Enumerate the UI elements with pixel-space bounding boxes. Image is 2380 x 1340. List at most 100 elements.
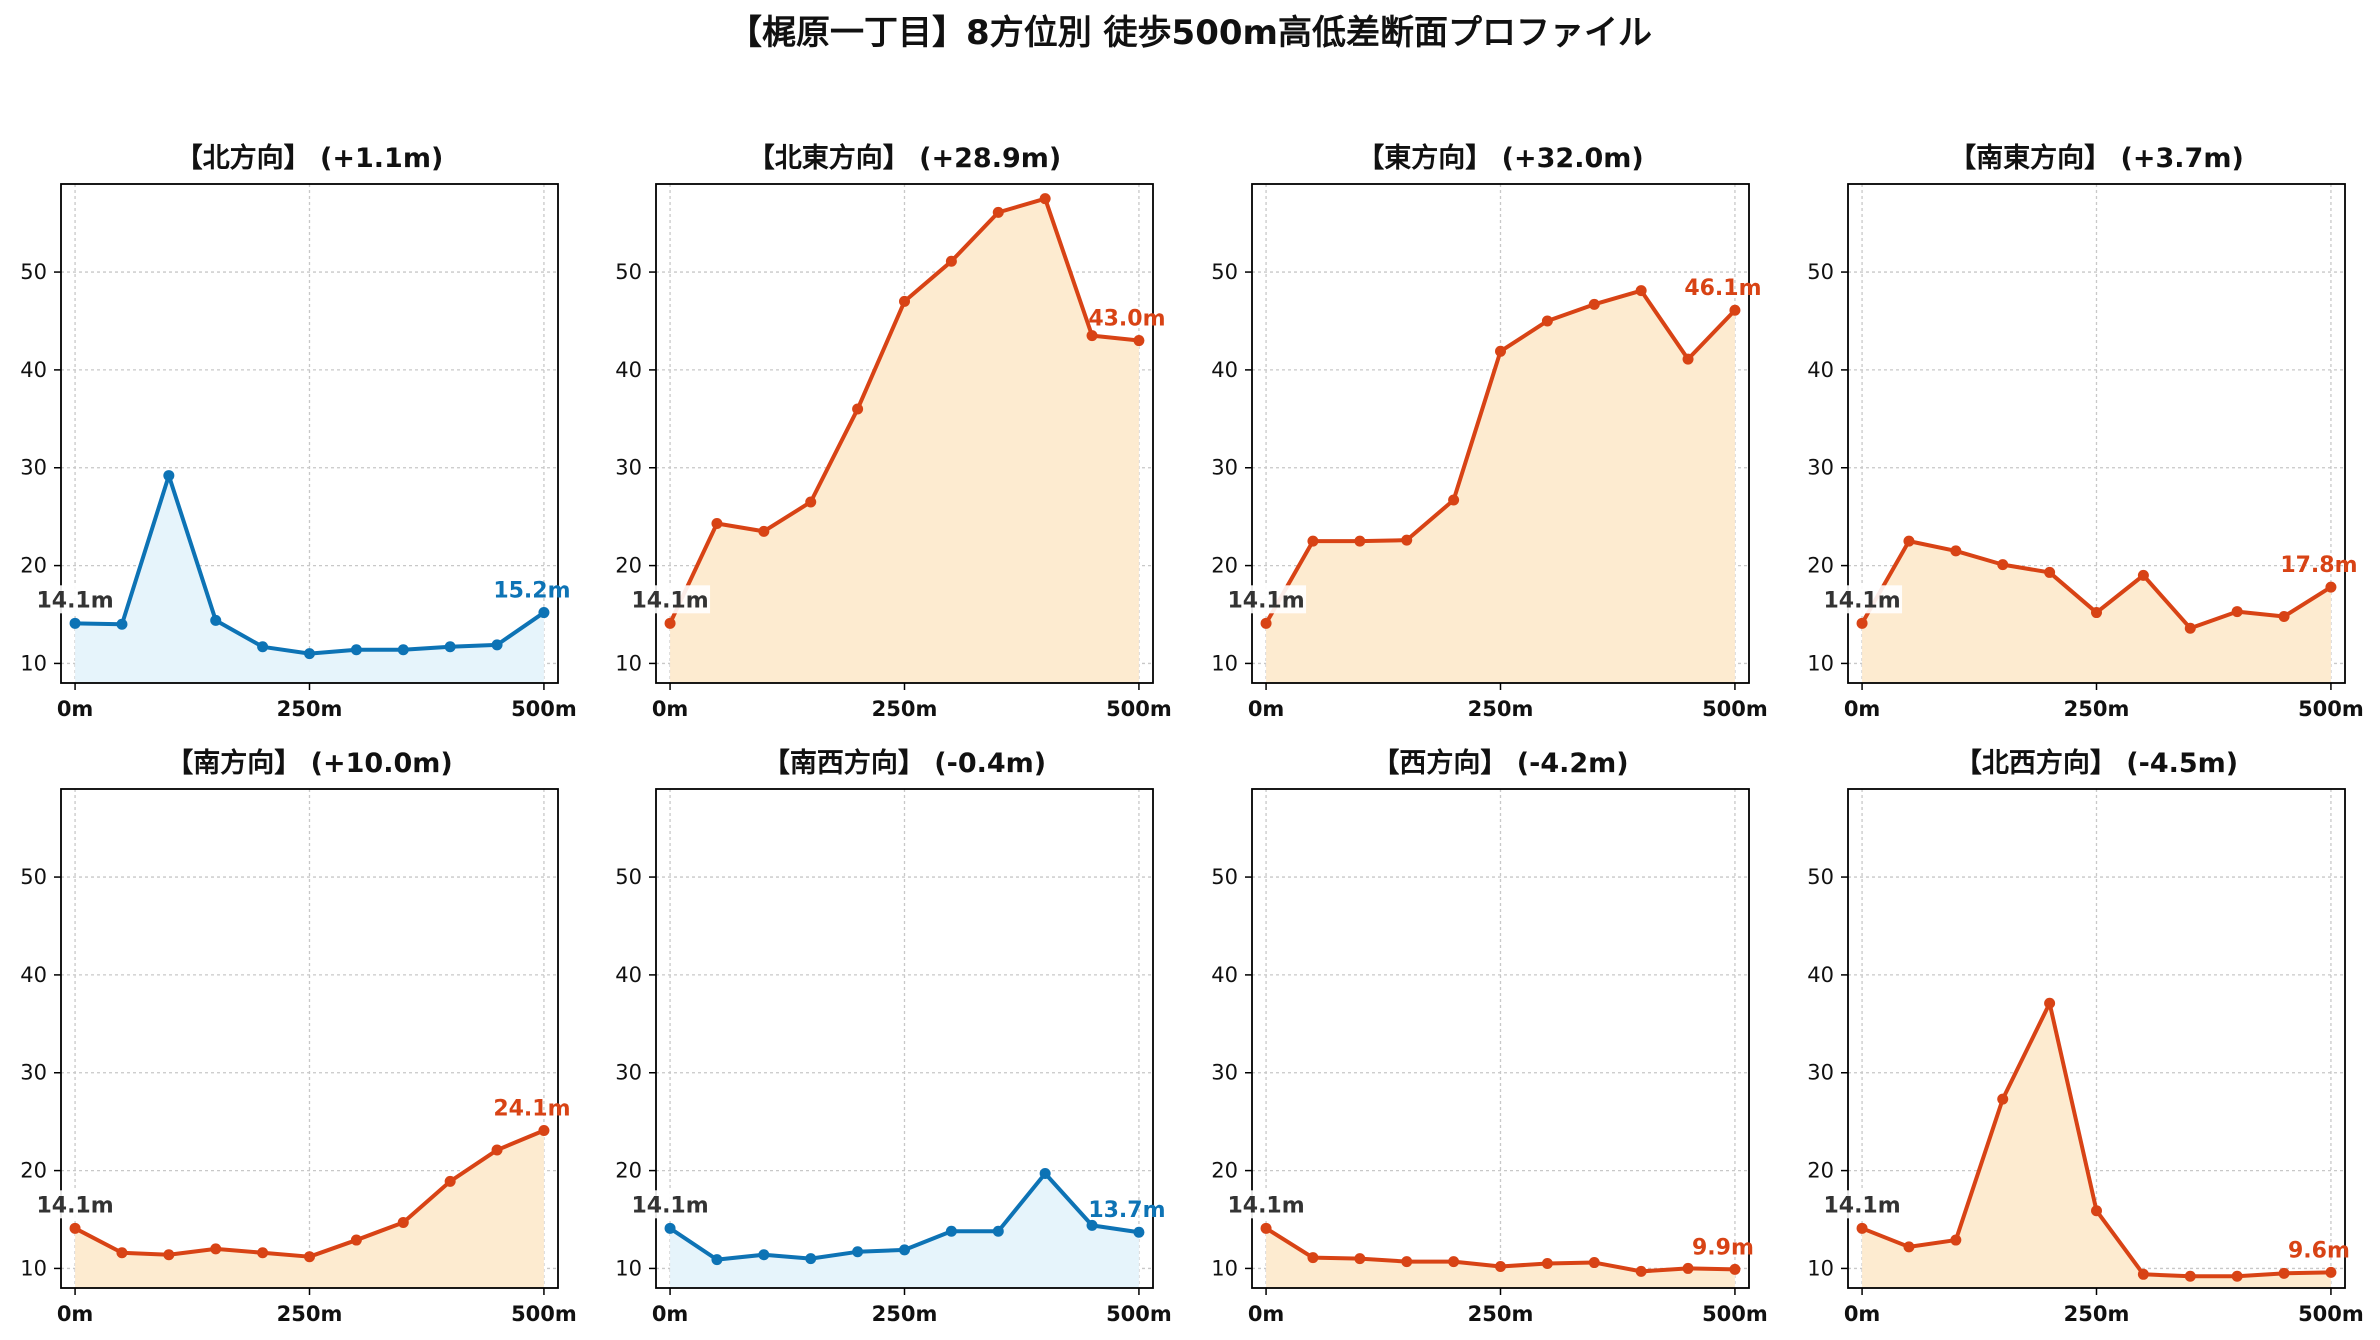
start-elevation-label: 14.1m	[1823, 588, 1900, 613]
data-point	[2137, 569, 2149, 581]
x-tick-label: 0m	[1844, 1302, 1881, 1326]
data-point	[664, 617, 676, 629]
data-point	[992, 1225, 1004, 1237]
data-point	[1448, 494, 1460, 506]
y-tick-label: 20	[20, 554, 47, 578]
data-point	[664, 1222, 676, 1234]
data-point	[1588, 298, 1600, 310]
data-point	[1354, 535, 1366, 547]
y-tick-label: 20	[1807, 1159, 1834, 1183]
start-elevation-label: 14.1m	[36, 588, 113, 613]
x-tick-label: 250m	[1468, 697, 1534, 721]
data-point	[2044, 566, 2056, 578]
data-point	[1541, 315, 1553, 327]
data-point	[1495, 345, 1506, 357]
data-point	[2278, 1267, 2290, 1279]
data-point	[1903, 1241, 1915, 1253]
x-tick-label: 250m	[2064, 697, 2130, 721]
start-label-bg	[1226, 585, 1307, 614]
y-tick-label: 50	[615, 260, 642, 284]
y-tick-label: 50	[1211, 260, 1238, 284]
data-point	[210, 614, 222, 626]
y-tick-label: 50	[20, 865, 47, 889]
data-point	[1541, 1258, 1553, 1270]
x-tick-label: 250m	[277, 697, 343, 721]
data-point	[2184, 622, 2196, 634]
y-tick-label: 10	[20, 1256, 47, 1280]
y-tick-label: 30	[1211, 1061, 1238, 1085]
data-point	[397, 644, 409, 656]
start-label-bg	[1822, 1190, 1903, 1219]
y-tick-label: 20	[1211, 1159, 1238, 1183]
y-tick-label: 50	[1211, 865, 1238, 889]
y-tick-label: 50	[615, 865, 642, 889]
data-point	[2091, 607, 2102, 619]
data-point	[1950, 545, 1962, 557]
x-tick-label: 500m	[1106, 1302, 1172, 1326]
data-point	[1495, 1260, 1506, 1272]
y-tick-label: 40	[1807, 358, 1834, 382]
data-point	[2137, 1268, 2149, 1280]
data-point	[210, 1243, 222, 1255]
data-point	[2278, 610, 2290, 622]
data-point	[538, 607, 550, 619]
x-tick-label: 250m	[1468, 1302, 1534, 1326]
data-point	[899, 295, 910, 307]
start-elevation-label: 14.1m	[1823, 1193, 1900, 1218]
start-label-bg	[630, 585, 711, 614]
y-tick-label: 40	[1807, 963, 1834, 987]
y-tick-label: 50	[1807, 865, 1834, 889]
data-point	[69, 617, 81, 629]
data-point	[1039, 193, 1051, 205]
x-tick-label: 250m	[872, 1302, 938, 1326]
start-label-bg	[1226, 1190, 1307, 1219]
y-tick-label: 20	[615, 1159, 642, 1183]
y-tick-label: 10	[1211, 1256, 1238, 1280]
y-tick-label: 50	[1807, 260, 1834, 284]
y-tick-label: 40	[615, 963, 642, 987]
data-point	[1729, 304, 1741, 316]
data-point	[1903, 535, 1915, 547]
area-fill	[1862, 541, 2331, 683]
y-tick-label: 30	[20, 456, 47, 480]
end-elevation-label: 43.0m	[1088, 307, 1165, 332]
data-point	[257, 1247, 269, 1259]
end-elevation-label: 15.2m	[493, 579, 570, 604]
y-tick-label: 20	[1807, 554, 1834, 578]
start-elevation-label: 14.1m	[631, 588, 708, 613]
subplot-title: 【北西方向】 (-4.5m)	[1955, 747, 2238, 779]
y-tick-label: 50	[20, 260, 47, 284]
subplot-title: 【北東方向】 (+28.9m)	[748, 142, 1061, 174]
data-point	[1086, 330, 1098, 342]
y-tick-label: 10	[615, 1256, 642, 1280]
y-tick-label: 30	[615, 456, 642, 480]
y-tick-label: 40	[1211, 358, 1238, 382]
data-point	[116, 618, 128, 630]
data-point	[163, 470, 175, 482]
y-tick-label: 10	[1211, 651, 1238, 675]
x-tick-label: 500m	[1702, 697, 1768, 721]
x-tick-label: 500m	[511, 1302, 577, 1326]
data-point	[2231, 606, 2243, 618]
y-tick-label: 10	[1807, 1256, 1834, 1280]
y-tick-label: 30	[1211, 456, 1238, 480]
x-tick-label: 250m	[872, 697, 938, 721]
data-point	[945, 255, 957, 267]
data-point	[350, 1234, 362, 1246]
x-tick-label: 500m	[1106, 697, 1172, 721]
data-point	[1729, 1263, 1741, 1275]
subplot-title: 【南西方向】 (-0.4m)	[763, 747, 1046, 779]
data-point	[444, 1175, 456, 1187]
end-elevation-label: 24.1m	[493, 1096, 570, 1121]
y-tick-label: 30	[615, 1061, 642, 1085]
x-tick-label: 0m	[57, 1302, 94, 1326]
start-label-bg	[35, 1190, 116, 1219]
data-point	[491, 1144, 503, 1156]
start-elevation-label: 14.1m	[36, 1193, 113, 1218]
data-point	[1950, 1234, 1962, 1246]
